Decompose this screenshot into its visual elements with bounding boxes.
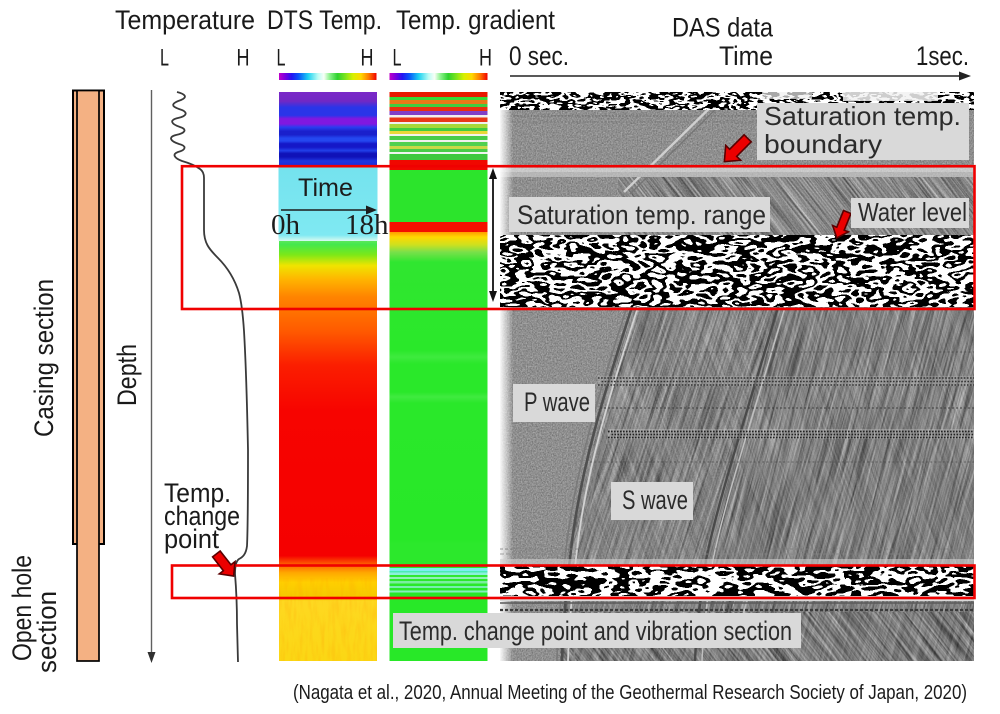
- svg-text:L: L: [160, 45, 169, 72]
- svg-text:L: L: [393, 45, 402, 72]
- svg-text:1sec.: 1sec.: [916, 41, 969, 71]
- svg-text:section: section: [32, 591, 62, 673]
- svg-text:change: change: [164, 501, 240, 531]
- svg-text:H: H: [361, 45, 374, 72]
- svg-text:S wave: S wave: [622, 485, 688, 515]
- svg-text:Open hole: Open hole: [7, 555, 37, 661]
- svg-text:Time: Time: [298, 174, 353, 202]
- svg-text:18h: 18h: [345, 209, 389, 241]
- svg-text:Depth: Depth: [112, 344, 142, 406]
- svg-text:(Nagata et al., 2020, Annual M: (Nagata et al., 2020, Annual Meeting of …: [293, 682, 967, 704]
- svg-text:Temperature: Temperature: [115, 5, 255, 35]
- svg-text:0 sec.: 0 sec.: [509, 41, 569, 71]
- svg-text:point: point: [164, 524, 219, 554]
- svg-text:DTS Temp.: DTS Temp.: [267, 5, 382, 35]
- svg-text:0h: 0h: [271, 209, 301, 241]
- svg-text:Temp. change point and vibrati: Temp. change point and vibration section: [399, 616, 792, 646]
- svg-text:P wave: P wave: [524, 387, 590, 417]
- svg-text:Saturation temp. range: Saturation temp. range: [517, 200, 766, 230]
- svg-text:Water level: Water level: [858, 197, 967, 227]
- svg-text:Saturation temp.: Saturation temp.: [764, 101, 961, 131]
- svg-text:DAS data: DAS data: [672, 13, 774, 43]
- svg-text:H: H: [479, 45, 492, 72]
- svg-text:Time: Time: [719, 41, 773, 71]
- svg-text:Casing section: Casing section: [29, 279, 59, 437]
- svg-text:boundary: boundary: [764, 129, 882, 159]
- svg-text:L: L: [277, 45, 286, 72]
- svg-text:Temp.: Temp.: [164, 478, 231, 508]
- svg-text:Temp. gradient: Temp. gradient: [396, 5, 555, 35]
- svg-text:H: H: [237, 45, 250, 72]
